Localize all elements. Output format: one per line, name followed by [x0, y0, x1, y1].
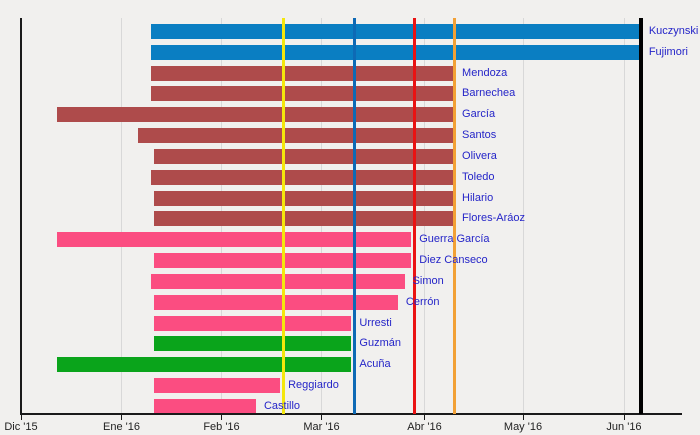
candidate-bar [153, 149, 455, 164]
y-axis-line [20, 18, 22, 415]
axis-tick [321, 415, 322, 420]
axis-tick-label: May '16 [503, 421, 543, 433]
candidate-label: Acuña [359, 358, 391, 370]
yellow-event-line [282, 18, 286, 414]
candidate-label: Olivera [462, 150, 497, 162]
axis-tick-label: Abr '16 [407, 421, 442, 433]
x-axis-line [20, 413, 682, 415]
candidate-bar [137, 128, 455, 143]
candidate-label: Castillo [263, 400, 301, 412]
candidate-bar [56, 357, 352, 372]
candidate-label: Simon [412, 275, 444, 287]
candidate-bar [56, 232, 412, 247]
axis-tick-label: Ene '16 [103, 421, 140, 433]
candidate-label: Fujimori [648, 46, 688, 58]
candidate-label: Diez Canseco [419, 254, 488, 266]
candidate-label: García [462, 108, 496, 120]
candidate-bar [153, 211, 455, 226]
axis-tick-label: Jun '16 [606, 421, 642, 433]
candidate-bar [56, 107, 455, 122]
candidate-bar [153, 316, 352, 331]
axis-tick [522, 415, 524, 420]
candidate-bar [150, 274, 405, 289]
candidate-label: Kuczynski [648, 25, 699, 37]
candidate-label: Urresti [359, 317, 392, 329]
candidate-bar [150, 24, 641, 39]
candidate-label: Flores-Aráoz [462, 212, 526, 224]
month-gridline [522, 18, 524, 414]
candidate-bar [153, 191, 455, 206]
candidate-bar [153, 295, 398, 310]
axis-tick-label: Mar '16 [303, 421, 340, 433]
candidate-bar [153, 378, 281, 393]
axis-tick [424, 415, 425, 420]
axis-tick-label: Dic '15 [4, 421, 38, 433]
candidate-label: Santos [462, 129, 497, 141]
month-gridline [623, 18, 625, 414]
axis-tick [121, 415, 122, 420]
axis-tick-label: Feb '16 [203, 421, 240, 433]
candidate-label: Mendoza [462, 67, 508, 79]
candidate-label: Hilario [462, 192, 494, 204]
axis-tick [623, 415, 625, 420]
black-event-line [638, 18, 643, 414]
candidate-label: Toledo [462, 171, 495, 183]
candidate-bar [150, 66, 455, 81]
candidate-label: Reggiardo [288, 379, 339, 391]
candidate-bar [150, 86, 455, 101]
blue-event-line [353, 18, 357, 414]
candidate-bar [153, 336, 352, 351]
axis-tick [20, 415, 22, 420]
candidate-label: Guerra García [419, 233, 490, 245]
candidate-bar [153, 399, 256, 414]
candidate-label: Barnechea [462, 87, 516, 99]
axis-tick [221, 415, 222, 420]
candidate-bar [150, 170, 455, 185]
month-gridline [121, 18, 122, 414]
red-event-line [413, 18, 417, 414]
candidate-bar [150, 45, 641, 60]
orange-event-line [452, 18, 456, 414]
candidate-label: Guzmán [359, 337, 401, 349]
candidate-label: Cerrón [405, 296, 440, 308]
